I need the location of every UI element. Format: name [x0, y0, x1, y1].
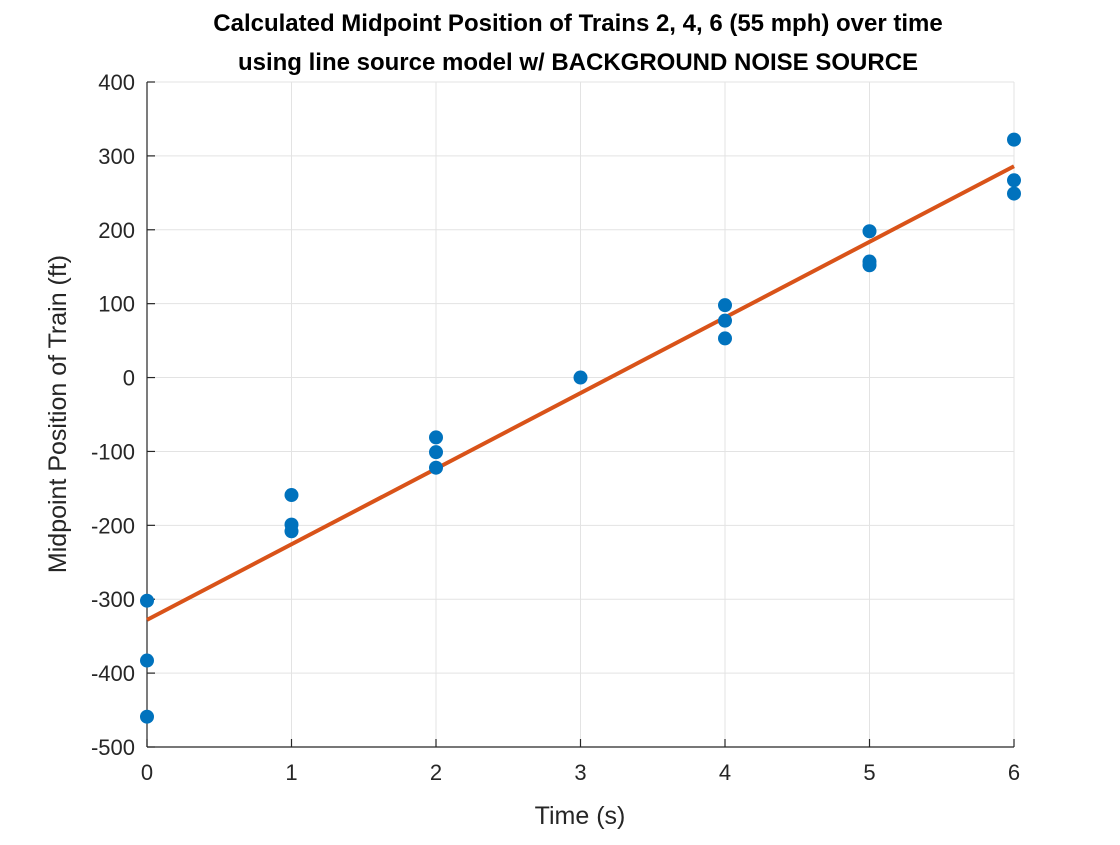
data-point	[140, 653, 154, 668]
data-point	[429, 445, 443, 460]
data-point	[718, 331, 732, 346]
data-point	[140, 593, 154, 608]
scatter-points	[140, 132, 1021, 724]
data-point	[718, 298, 732, 313]
fit-line-layer	[146, 164, 1015, 622]
chart-title: Calculated Midpoint Position of Trains 2…	[213, 10, 942, 76]
y-tick-label: 200	[98, 218, 135, 243]
data-point	[284, 524, 299, 539]
data-point	[284, 488, 299, 503]
y-tick-label: -100	[91, 439, 135, 464]
x-tick-label: 5	[863, 760, 875, 785]
data-point	[429, 460, 443, 475]
x-tick-label: 2	[430, 760, 442, 785]
x-tick-label: 1	[285, 760, 297, 785]
x-tick-label: 3	[574, 760, 586, 785]
data-point	[718, 313, 732, 328]
data-point	[573, 370, 588, 385]
x-tick-label: 0	[141, 760, 153, 785]
y-tick-label: 100	[98, 292, 135, 317]
data-point	[1007, 132, 1021, 147]
y-tick-label: 300	[98, 144, 135, 169]
x-tick-label: 6	[1008, 760, 1020, 785]
data-point	[1007, 173, 1021, 188]
y-tick-label: 0	[123, 366, 135, 391]
y-tick-label: -400	[91, 661, 135, 686]
data-point	[140, 709, 154, 724]
y-tick-label: 400	[98, 70, 135, 95]
y-tick-label: -500	[91, 735, 135, 760]
fit-line	[146, 164, 1015, 622]
chart-title-line-2: using line source model w/ BACKGROUND NO…	[238, 49, 918, 76]
x-axis-label: Time (s)	[535, 802, 626, 830]
y-axis-label: Midpoint Position of Train (ft)	[44, 255, 72, 573]
y-tick-label: -300	[91, 587, 135, 612]
tick-labels: 0 1 2 3 4 5 6 -500 -400 -300 -200 -100 0 100 200 300 400	[91, 70, 1020, 785]
chart-title-line-1: Calculated Midpoint Position of Trains 2…	[213, 10, 942, 37]
data-point	[862, 258, 877, 273]
grid	[146, 81, 1015, 748]
data-point	[1007, 186, 1021, 201]
data-point	[429, 430, 443, 445]
y-tick-label: -200	[91, 513, 135, 538]
data-point	[862, 224, 877, 239]
x-tick-label: 4	[719, 760, 731, 785]
